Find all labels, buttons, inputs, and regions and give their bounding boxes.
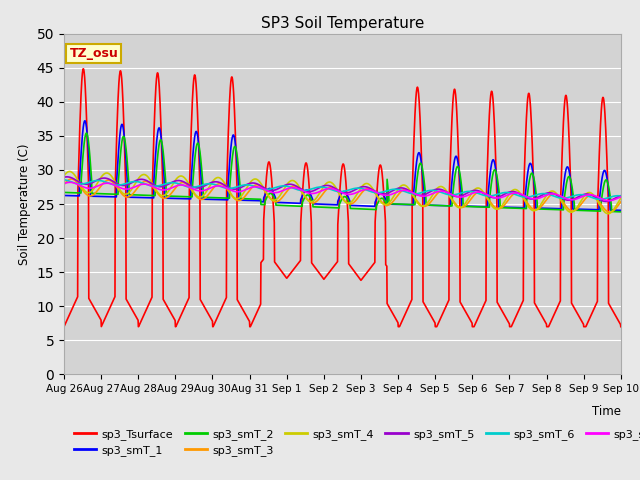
sp3_smT_7 — [60, 181, 68, 187]
Title: SP3 Soil Temperature: SP3 Soil Temperature — [260, 16, 424, 31]
sp3_smT_7 — [601, 197, 609, 203]
sp3_smT_2 — [60, 190, 68, 195]
sp3_smT_4 — [617, 195, 625, 201]
sp3_smT_4 — [604, 211, 612, 216]
Line: sp3_Tsurface: sp3_Tsurface — [64, 69, 621, 327]
Legend: sp3_Tsurface, sp3_smT_1, sp3_smT_2, sp3_smT_3, sp3_smT_4, sp3_smT_5, sp3_smT_6, : sp3_Tsurface, sp3_smT_1, sp3_smT_2, sp3_… — [70, 424, 640, 460]
sp3_smT_1 — [331, 202, 339, 208]
sp3_smT_6 — [60, 177, 68, 182]
sp3_smT_5 — [601, 199, 609, 204]
sp3_smT_6 — [617, 193, 625, 199]
sp3_smT_4 — [60, 173, 68, 179]
sp3_smT_4 — [66, 168, 74, 174]
sp3_smT_1 — [499, 204, 506, 210]
sp3_Tsurface — [89, 302, 97, 308]
sp3_smT_1 — [81, 118, 89, 124]
sp3_smT_3 — [89, 192, 97, 198]
Y-axis label: Soil Temperature (C): Soil Temperature (C) — [18, 143, 31, 265]
sp3_smT_5 — [601, 199, 609, 204]
sp3_Tsurface — [331, 262, 339, 268]
sp3_smT_1 — [89, 193, 97, 199]
sp3_smT_4 — [499, 202, 506, 207]
sp3_smT_5 — [89, 180, 97, 185]
sp3_smT_5 — [63, 174, 71, 180]
sp3_smT_3 — [331, 186, 339, 192]
Line: sp3_smT_5: sp3_smT_5 — [64, 177, 621, 202]
sp3_smT_3 — [499, 204, 506, 210]
sp3_Tsurface — [79, 66, 87, 72]
sp3_smT_5 — [617, 193, 625, 199]
sp3_smT_5 — [331, 185, 339, 191]
sp3_smT_4 — [316, 189, 324, 195]
Line: sp3_smT_6: sp3_smT_6 — [64, 180, 621, 199]
sp3_smT_3 — [60, 181, 68, 187]
Line: sp3_smT_3: sp3_smT_3 — [64, 179, 621, 212]
sp3_Tsurface — [601, 111, 609, 117]
sp3_smT_3 — [617, 199, 625, 205]
sp3_smT_4 — [601, 209, 609, 215]
Text: Time: Time — [592, 405, 621, 418]
Line: sp3_smT_2: sp3_smT_2 — [64, 133, 621, 212]
sp3_smT_2 — [601, 179, 609, 185]
sp3_smT_6 — [596, 196, 604, 202]
sp3_smT_2 — [331, 205, 339, 211]
sp3_smT_7 — [331, 187, 339, 192]
sp3_smT_4 — [601, 209, 609, 215]
sp3_smT_4 — [89, 187, 97, 193]
sp3_smT_1 — [617, 207, 625, 213]
sp3_smT_4 — [331, 183, 339, 189]
sp3_smT_1 — [316, 201, 324, 207]
Line: sp3_smT_1: sp3_smT_1 — [64, 121, 621, 210]
sp3_smT_2 — [617, 209, 625, 215]
sp3_smT_6 — [499, 190, 506, 196]
sp3_smT_7 — [89, 185, 97, 191]
sp3_smT_7 — [601, 197, 609, 203]
sp3_smT_7 — [499, 194, 506, 200]
sp3_smT_1 — [601, 168, 609, 173]
sp3_smT_2 — [89, 191, 97, 196]
sp3_smT_6 — [316, 184, 324, 190]
sp3_Tsurface — [601, 107, 609, 112]
sp3_smT_6 — [601, 196, 609, 202]
sp3_smT_3 — [601, 206, 609, 212]
sp3_smT_3 — [316, 194, 324, 200]
Line: sp3_smT_4: sp3_smT_4 — [64, 171, 621, 214]
sp3_smT_5 — [60, 174, 68, 180]
sp3_smT_2 — [83, 130, 90, 136]
sp3_smT_3 — [67, 176, 75, 182]
sp3_smT_7 — [316, 189, 324, 194]
sp3_smT_5 — [499, 192, 506, 198]
Text: TZ_osu: TZ_osu — [70, 47, 118, 60]
sp3_smT_5 — [602, 199, 610, 204]
sp3_smT_2 — [499, 205, 506, 211]
sp3_smT_2 — [316, 204, 324, 210]
sp3_smT_3 — [601, 206, 609, 212]
sp3_smT_7 — [67, 180, 74, 185]
sp3_smT_6 — [331, 188, 339, 193]
sp3_smT_1 — [60, 192, 68, 198]
sp3_smT_7 — [617, 194, 625, 200]
sp3_Tsurface — [617, 324, 625, 330]
sp3_smT_5 — [316, 184, 324, 190]
sp3_smT_7 — [605, 198, 612, 204]
sp3_Tsurface — [499, 309, 506, 315]
sp3_smT_2 — [601, 179, 609, 184]
sp3_Tsurface — [60, 324, 68, 330]
sp3_Tsurface — [316, 272, 324, 277]
sp3_smT_6 — [88, 179, 96, 184]
sp3_smT_1 — [601, 168, 609, 173]
sp3_smT_6 — [601, 196, 609, 202]
Line: sp3_smT_7: sp3_smT_7 — [64, 182, 621, 201]
sp3_smT_3 — [606, 209, 614, 215]
